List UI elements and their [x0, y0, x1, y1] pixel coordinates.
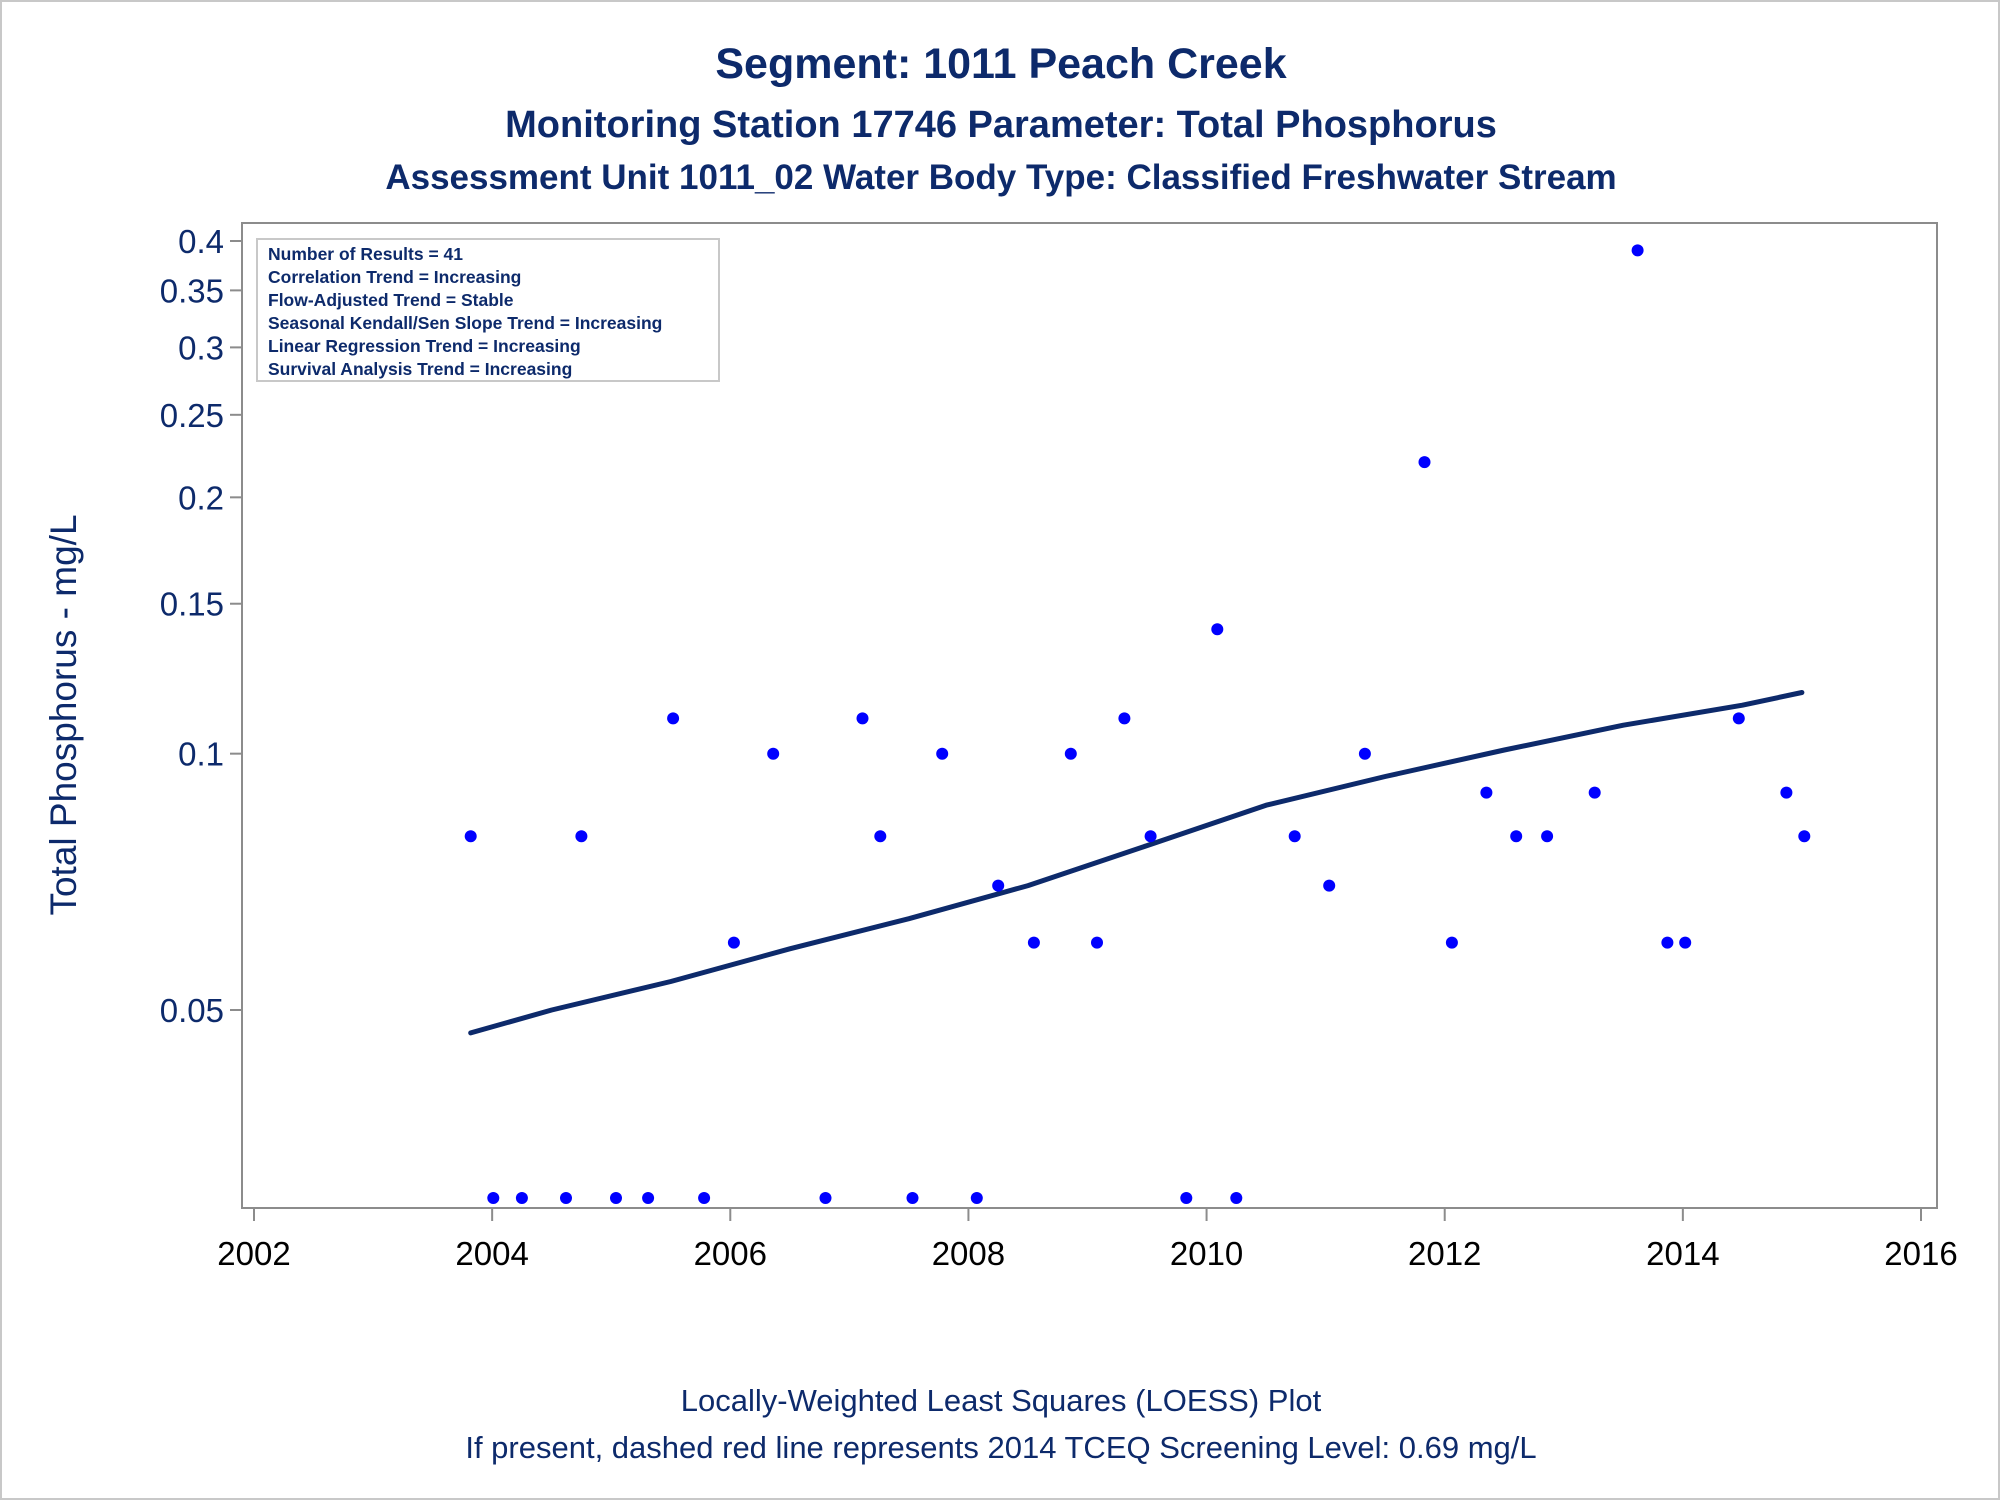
info-survival-analysis-trend: Survival Analysis Trend = Increasing: [268, 359, 572, 379]
chart-subtitle-station: Monitoring Station 17746 Parameter: Tota…: [505, 104, 1497, 146]
x-tick-label: 2004: [455, 1235, 528, 1272]
data-point: [1144, 830, 1157, 843]
data-point: [936, 747, 949, 760]
x-tick-label: 2002: [217, 1235, 290, 1272]
data-point: [1732, 712, 1745, 725]
data-point: [1798, 830, 1811, 843]
y-axis: 0.05 0.1 0.15 0.2 0.25 0.3 0.35 0.4: [160, 223, 242, 1029]
info-seasonal-kendall-trend: Seasonal Kendall/Sen Slope Trend = Incre…: [268, 313, 662, 333]
data-point: [819, 1192, 832, 1204]
data-point: [1631, 244, 1644, 257]
y-tick-label: 0.25: [160, 397, 224, 434]
data-point: [1064, 747, 1077, 760]
data-point: [667, 712, 680, 725]
data-point: [767, 747, 780, 760]
data-point: [1679, 936, 1692, 949]
data-point: [1230, 1192, 1243, 1204]
y-tick-label: 0.1: [178, 736, 224, 773]
data-point: [874, 830, 887, 843]
data-point: [1027, 936, 1040, 949]
data-point: [1118, 712, 1131, 725]
x-tick-label: 2016: [1884, 1235, 1957, 1272]
footnote-screening-level: If present, dashed red line represents 2…: [465, 1430, 1536, 1465]
loess-curve-layer: [468, 690, 1805, 1036]
data-point: [1418, 456, 1431, 469]
data-point: [1180, 1192, 1193, 1204]
data-point: [1780, 786, 1793, 799]
chart-title: Segment: 1011 Peach Creek: [715, 40, 1286, 88]
y-tick-label: 0.4: [178, 223, 224, 260]
footnote-loess: Locally-Weighted Least Squares (LOESS) P…: [681, 1383, 1322, 1418]
data-point: [1480, 786, 1493, 799]
chart-subtitle-assessment: Assessment Unit 1011_02 Water Body Type:…: [385, 158, 1616, 197]
data-point: [1588, 786, 1601, 799]
loess-curve: [468, 690, 1805, 1036]
data-point: [1323, 879, 1336, 892]
data-point: [487, 1192, 500, 1204]
data-point: [992, 879, 1005, 892]
x-tick-label: 2012: [1408, 1235, 1481, 1272]
data-points-layer: [464, 244, 1811, 1204]
y-tick-label: 0.3: [178, 329, 224, 366]
y-tick-label: 0.05: [160, 992, 224, 1029]
data-point: [642, 1192, 655, 1204]
data-point: [1211, 623, 1224, 636]
data-point: [1288, 830, 1301, 843]
info-box: Number of Results = 41 Correlation Trend…: [256, 238, 720, 382]
y-tick-label: 0.35: [160, 272, 224, 309]
y-axis-label: Total Phosphorus - mg/L: [43, 514, 84, 915]
data-point: [1358, 747, 1371, 760]
info-flow-adjusted-trend: Flow-Adjusted Trend = Stable: [268, 290, 514, 310]
data-point: [1510, 830, 1523, 843]
data-point: [464, 830, 477, 843]
data-point: [727, 936, 740, 949]
x-axis: 2002 2004 2006 2008 2010 2012 2014 2016: [217, 1208, 1958, 1272]
data-point: [1091, 936, 1103, 949]
data-point: [970, 1192, 983, 1204]
data-point: [856, 712, 869, 725]
data-point: [698, 1192, 711, 1204]
y-tick-label: 0.2: [178, 479, 224, 516]
data-point: [1661, 936, 1674, 949]
data-point: [906, 1192, 919, 1204]
info-number-of-results: Number of Results = 41: [268, 244, 463, 264]
data-point: [575, 830, 588, 843]
x-tick-label: 2010: [1170, 1235, 1243, 1272]
data-point: [610, 1192, 622, 1204]
x-tick-label: 2014: [1646, 1235, 1719, 1272]
plot-area: [241, 222, 1938, 1209]
data-point: [1541, 830, 1554, 843]
x-tick-label: 2008: [932, 1235, 1005, 1272]
info-box-frame: [256, 238, 720, 382]
x-tick-label: 2006: [694, 1235, 767, 1272]
data-point: [560, 1192, 572, 1204]
data-point: [515, 1192, 528, 1204]
info-linear-regression-trend: Linear Regression Trend = Increasing: [268, 336, 581, 356]
info-correlation-trend: Correlation Trend = Increasing: [268, 267, 521, 287]
y-tick-label: 0.15: [160, 586, 224, 623]
data-point: [1445, 936, 1458, 949]
